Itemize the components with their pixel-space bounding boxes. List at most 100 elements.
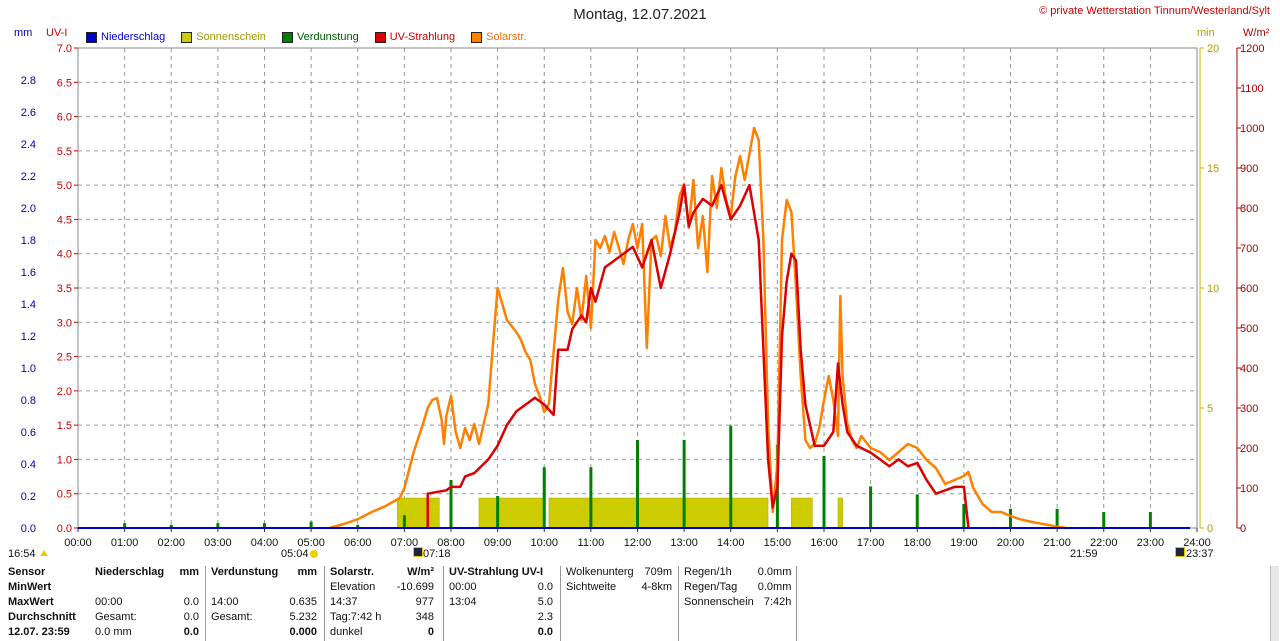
stats-cell: 14:37 <box>330 596 358 608</box>
mm-tick-label: 2.0 <box>21 203 36 215</box>
wm2-tick-label: 500 <box>1240 323 1258 335</box>
wm2-tick-label: 0 <box>1240 523 1246 535</box>
sunrise-time: 05:04 <box>281 548 309 560</box>
mm-tick-label: 0.6 <box>21 427 36 439</box>
uv-tick-label: 5.5 <box>57 146 72 158</box>
stats-uv-header: UV-Strahlung UV-I <box>449 566 544 578</box>
min-axis-unit: min <box>1197 27 1215 39</box>
page-title: Montag, 12.07.2021 <box>573 6 707 23</box>
legend-swatch-niederschlag <box>86 31 97 43</box>
x-tick-label: 13:00 <box>670 537 698 549</box>
scrollbar[interactable] <box>1270 566 1279 641</box>
wm2-axis-unit: W/m² <box>1243 27 1270 39</box>
legend-label-solar: Solarstr. <box>486 31 527 43</box>
legend-label-verdunstung: Verdunstung <box>296 31 359 43</box>
stats-row-label: 12.07. 23:59 <box>8 626 70 638</box>
min-tick-label: 5 <box>1207 403 1213 415</box>
stats-cell: Elevation <box>330 581 376 593</box>
legend-label-niederschlag: Niederschlag <box>101 31 166 43</box>
sunshine-bar <box>478 497 545 529</box>
solar-radiation-line <box>329 126 1067 530</box>
wm2-tick-label: 400 <box>1240 363 1258 375</box>
legend-item-solar: Solarstr. <box>471 31 527 43</box>
dusk-time: 23:37 <box>1186 548 1214 560</box>
stats-cell <box>209 625 285 640</box>
moonset-time: 16:54 <box>8 548 36 560</box>
uv-tick-label: 3.5 <box>57 283 72 295</box>
stats-row-label: MaxWert <box>8 596 54 608</box>
x-tick-label: 16:00 <box>810 537 838 549</box>
x-tick-label: 17:00 <box>857 537 885 549</box>
stats-cell: Wolkenunterg <box>566 566 634 578</box>
uv-tick-label: 3.0 <box>57 317 72 329</box>
stats-cell: 0.0 mm <box>95 626 132 638</box>
x-tick-label: 02:00 <box>157 537 185 549</box>
stats-cell: Tag:7:42 h <box>330 611 382 623</box>
stats-regen: Regen/1h 0.0mm Regen/Tag 0.0mm Sonnenschei… <box>682 565 793 610</box>
stats-cell: 0.635 <box>289 596 317 608</box>
uv-tick-label: 1.5 <box>57 420 72 432</box>
stats-uv: UV-Strahlung UV-I 00:00 0.0 13:04 5.0 2.3 … <box>447 565 555 640</box>
legend-item-uv: UV-Strahlung <box>374 31 456 43</box>
stats-cell: 0.0 <box>183 596 199 608</box>
x-tick-label: 24:00 <box>1183 537 1211 549</box>
stats-verdunstung-unit: mm <box>297 566 317 578</box>
wm2-tick-label: 800 <box>1240 203 1258 215</box>
stats-cell: Gesamt: <box>95 611 137 623</box>
wm2-tick-label: 600 <box>1240 283 1258 295</box>
sunshine-bar <box>837 497 843 529</box>
x-tick-label: 19:00 <box>950 537 978 549</box>
x-tick-label: 05:00 <box>297 537 325 549</box>
x-tick-label: 06:00 <box>344 537 372 549</box>
mm-axis-unit: mm <box>14 27 33 39</box>
stats-cell: 348 <box>415 611 434 623</box>
mm-tick-label: 0.2 <box>21 491 36 503</box>
wm2-tick-label: 900 <box>1240 163 1258 175</box>
stats-solar-unit: W/m² <box>407 566 434 578</box>
sunshine-bar <box>791 497 813 529</box>
stats-cell <box>93 580 175 595</box>
mm-tick-label: 2.8 <box>21 75 36 87</box>
x-tick-label: 10:00 <box>530 537 558 549</box>
legend-label-sonnenschein: Sonnenschein <box>196 31 266 43</box>
stats-niederschlag-header: Niederschlag <box>95 566 165 578</box>
stats-cell: 0.000 <box>289 626 317 638</box>
mm-tick-label: 0.8 <box>21 395 36 407</box>
stats-cell: Sichtweite <box>566 581 617 593</box>
min-tick-label: 20 <box>1207 43 1219 55</box>
stats-wolken: Wolkenunterg 709m Sichtweite 4-8km <box>564 565 674 595</box>
mm-tick-label: 1.4 <box>21 299 36 311</box>
x-tick-label: 04:00 <box>251 537 279 549</box>
stats-cell <box>447 625 514 640</box>
x-tick-label: 00:00 <box>64 537 92 549</box>
stats-cell: 0.0 <box>537 626 553 638</box>
mm-tick-label: 0.0 <box>21 523 36 535</box>
stats-niederschlag: Niederschlag mm 00:00 0.0 Gesamt: 0.0 0.0 m… <box>93 565 201 640</box>
stats-cell: 14:00 <box>211 596 239 608</box>
weather-chart: 00:00 01:00 02:00 03:00 04:00 05:00 06:00 07:00… <box>21 43 1265 549</box>
dawn-icon <box>413 547 423 557</box>
x-tick-label: 15:00 <box>764 537 792 549</box>
wm2-tick-label: 1100 <box>1240 83 1264 95</box>
x-tick-label: 09:00 <box>484 537 512 549</box>
stats-cell: 0.0 <box>183 626 199 638</box>
stats-sensor-column: Sensor MinWert MaxWert Durchschnitt 12.0… <box>6 565 78 640</box>
legend-label-uv: UV-Strahlung <box>389 31 456 43</box>
legend-item-sonnenschein: Sonnenschein <box>181 31 266 43</box>
min-tick-label: 10 <box>1207 283 1219 295</box>
stats-cell: 2.3 <box>537 611 553 623</box>
stats-sensor-header: Sensor <box>8 566 46 578</box>
stats-cell: 00:00 <box>95 596 123 608</box>
stats-cell: Sonnenschein <box>684 596 754 608</box>
mm-tick-label: 1.8 <box>21 235 36 247</box>
uv-tick-label: 5.0 <box>57 180 72 192</box>
x-tick-label: 20:00 <box>997 537 1025 549</box>
stats-cell: 00:00 <box>449 581 477 593</box>
stats-cell <box>285 580 319 595</box>
mm-tick-label: 2.2 <box>21 171 36 183</box>
uv-tick-label: 2.5 <box>57 352 72 364</box>
stats-cell: 0.0mm <box>757 581 792 593</box>
mm-tick-label: 1.2 <box>21 331 36 343</box>
legend-swatch-solar <box>471 31 483 43</box>
stats-cell <box>209 580 285 595</box>
